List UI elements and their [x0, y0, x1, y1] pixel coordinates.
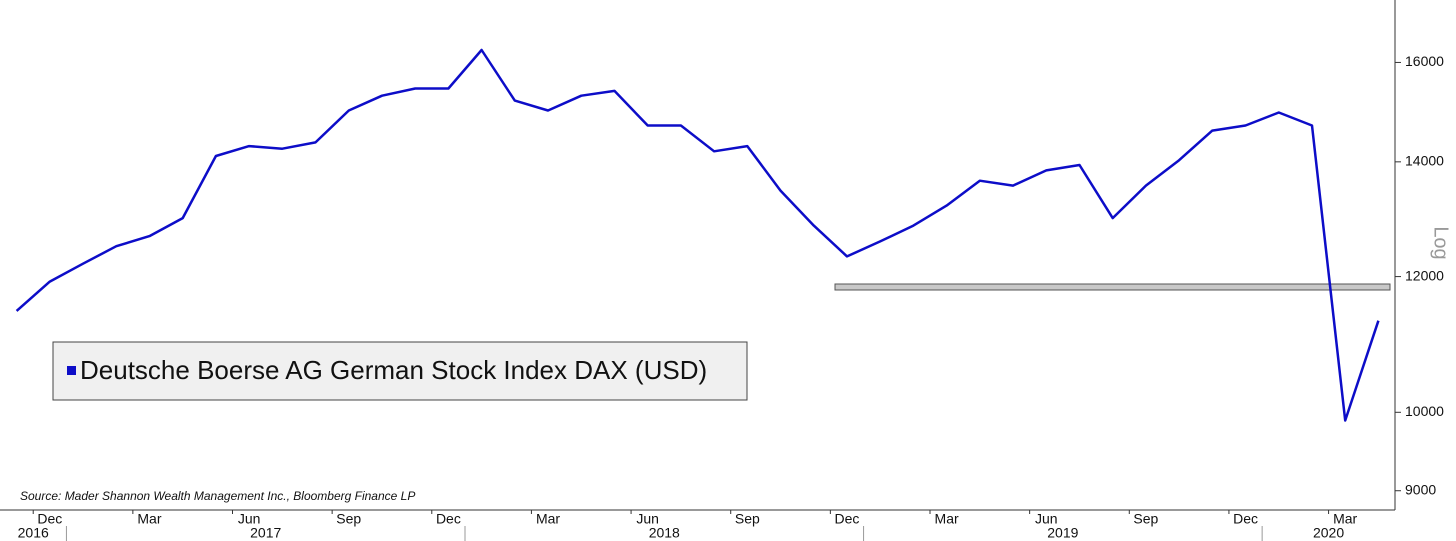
y-tick-label: 16000 [1405, 53, 1444, 69]
x-tick-label: Sep [735, 511, 760, 527]
x-tick-label: Sep [336, 511, 361, 527]
x-tick-label: Mar [137, 511, 161, 527]
x-year-label: 2018 [649, 525, 680, 541]
source-note: Source: Mader Shannon Wealth Management … [20, 489, 415, 503]
x-tick-label: Jun [238, 511, 261, 527]
y-tick-label: 14000 [1405, 153, 1444, 169]
data-line [15, 48, 1380, 422]
x-year-label: 2017 [250, 525, 281, 541]
x-year-label: 2016 [18, 525, 49, 541]
x-tick-label: Jun [1035, 511, 1058, 527]
x-year-label: 2019 [1047, 525, 1078, 541]
y-tick-label: 9000 [1405, 481, 1436, 497]
legend-swatch [67, 366, 76, 375]
y-tick-label: 12000 [1405, 267, 1444, 283]
y-axis-label: Log [1430, 226, 1452, 259]
legend: Deutsche Boerse AG German Stock Index DA… [52, 341, 748, 401]
x-tick-label: Mar [1333, 511, 1357, 527]
x-tick-label: Dec [1233, 511, 1258, 527]
legend-box [52, 341, 748, 401]
support-band [834, 283, 1391, 291]
y-tick-label: 10000 [1405, 403, 1444, 419]
legend-label: Deutsche Boerse AG German Stock Index DA… [80, 355, 707, 385]
x-tick-label: Dec [37, 511, 62, 527]
x-tick-label: Mar [536, 511, 560, 527]
x-tick-label: Dec [436, 511, 461, 527]
x-tick-label: Sep [1133, 511, 1158, 527]
x-tick-label: Jun [636, 511, 659, 527]
x-tick-label: Dec [835, 511, 860, 527]
x-year-label: 2020 [1313, 525, 1344, 541]
x-tick-label: Mar [935, 511, 959, 527]
